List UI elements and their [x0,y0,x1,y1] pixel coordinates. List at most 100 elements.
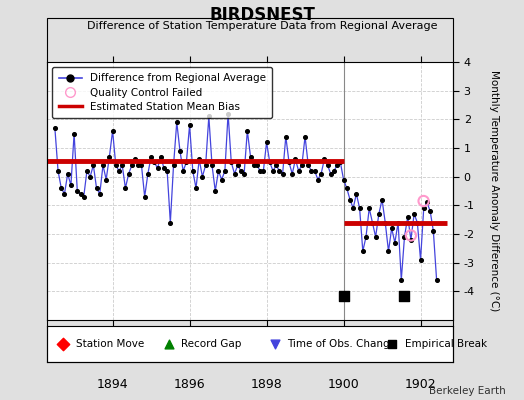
Point [270,341,279,347]
Point [285,159,293,166]
Point [249,162,258,168]
Text: Time of Obs. Change: Time of Obs. Change [287,339,396,349]
Point [400,234,409,240]
Point [154,165,162,171]
Point [407,236,415,243]
Text: 1898: 1898 [250,378,282,391]
Legend: Difference from Regional Average, Quality Control Failed, Estimated Station Mean: Difference from Regional Average, Qualit… [52,67,272,118]
Point [403,214,412,220]
Point [59,341,68,347]
Point [314,176,322,183]
Point [420,205,428,211]
Point [211,188,220,194]
Text: Berkeley Earth: Berkeley Earth [429,386,506,396]
Point [388,341,397,347]
Point [407,232,415,239]
Point [128,162,136,168]
Point [340,176,348,183]
Point [60,191,69,197]
Point [182,159,191,166]
Point [105,153,114,160]
Point [140,194,149,200]
Point [166,219,174,226]
Point [99,162,107,168]
Point [51,125,59,131]
Point [333,162,341,168]
Point [192,185,200,191]
Point [150,159,158,166]
Point [269,168,277,174]
Point [340,292,348,299]
Point [112,162,120,168]
Point [118,162,126,168]
Point [320,156,329,163]
Point [92,185,101,191]
Point [355,205,364,211]
Point [246,153,255,160]
Point [201,162,210,168]
Point [253,162,261,168]
Point [272,162,280,168]
Point [419,198,428,204]
Point [317,170,325,177]
Point [378,196,386,203]
Point [263,139,271,146]
Point [349,205,357,211]
Point [121,185,129,191]
Point [384,248,392,254]
Point [217,176,226,183]
Point [387,225,396,232]
Point [83,168,91,174]
Point [63,170,72,177]
Point [80,194,88,200]
Point [125,170,133,177]
Point [288,170,297,177]
Point [198,174,206,180]
Point [259,168,268,174]
Point [89,162,97,168]
Point [256,168,264,174]
Point [137,162,146,168]
Point [221,168,229,174]
Point [301,133,309,140]
Point [410,211,418,217]
Point [160,165,168,171]
Point [346,196,354,203]
Point [195,156,203,163]
Point [298,162,306,168]
Point [227,159,235,166]
Point [362,234,370,240]
Point [432,277,441,283]
Point [189,168,197,174]
Point [294,168,303,174]
Point [413,219,421,226]
Point [169,162,178,168]
Text: Empirical Break: Empirical Break [405,339,487,349]
Point [243,128,252,134]
Point [400,292,409,299]
Point [165,341,173,347]
Point [176,148,184,154]
Point [426,208,434,214]
Text: Record Gap: Record Gap [181,339,242,349]
Point [372,234,380,240]
Point [115,168,123,174]
Point [397,277,406,283]
Point [375,211,383,217]
Point [352,191,361,197]
Point [391,239,399,246]
Point [214,168,223,174]
Point [311,168,319,174]
Point [275,168,283,174]
Point [326,170,335,177]
Point [307,168,315,174]
Point [281,133,290,140]
Text: 1900: 1900 [328,378,359,391]
Point [231,170,239,177]
Point [95,191,104,197]
Point [86,174,94,180]
Point [343,185,351,191]
Point [291,156,300,163]
Point [54,168,62,174]
Point [417,257,425,263]
